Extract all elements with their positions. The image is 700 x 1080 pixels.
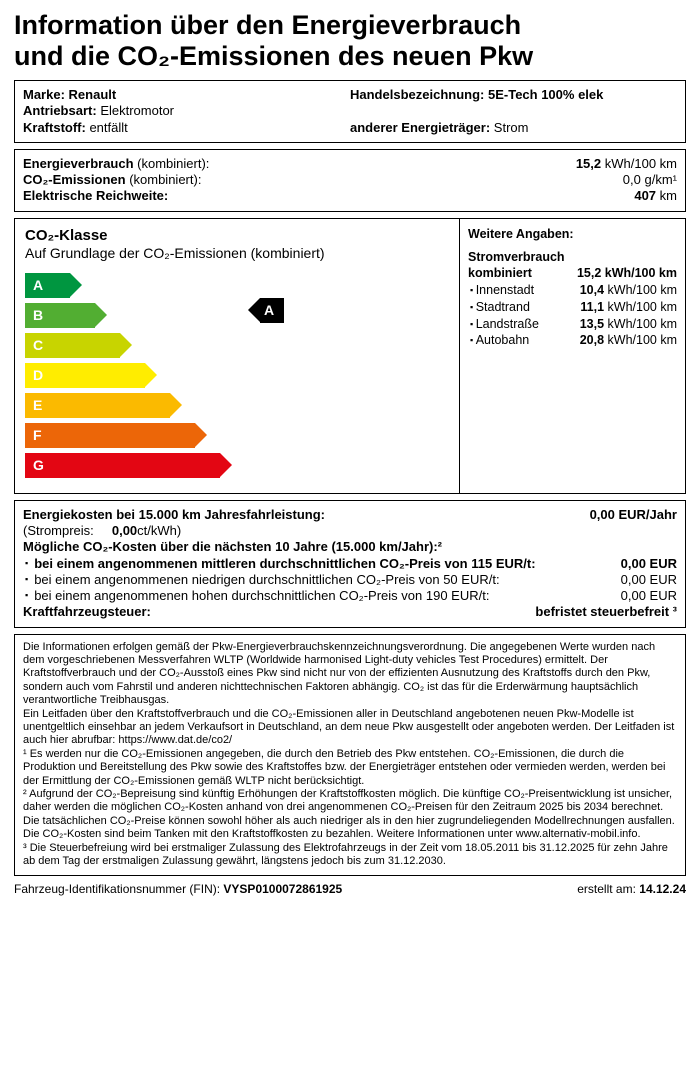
handels-value: 5E-Tech 100% elek [488, 87, 603, 102]
side-sub2: kombiniert 15,2 kWh/100 km [468, 266, 677, 282]
handels-label: Handelsbezeichnung: [350, 87, 484, 102]
fin-label: Fahrzeug-Identifikationsnummer (FIN): [14, 882, 220, 896]
co2-price-item: bei einem angenommenen mittleren durchsc… [23, 556, 677, 572]
energy-cost-value: 0,00 EUR/Jahr [586, 507, 677, 523]
efficiency-arrow-row: G [25, 453, 449, 478]
fineprint-p5: ³ Die Steuerbefreiung wird bei erstmalig… [23, 842, 677, 869]
efficiency-arrow-row: B [25, 303, 449, 328]
efficiency-arrow-e: E [25, 393, 170, 418]
side-sub1: Stromverbrauch [468, 250, 677, 266]
energy-cost-label: Energiekosten bei 15.000 km Jahresfahrle… [23, 507, 586, 523]
fineprint-p1: Die Informationen erfolgen gemäß der Pkw… [23, 641, 677, 708]
marke-label: Marke: [23, 87, 65, 102]
side-list-item: Autobahn20,8 kWh/100 km [468, 333, 677, 349]
vehicle-box: Marke: Renault Handelsbezeichnung: 5E-Te… [14, 80, 686, 143]
efficiency-arrow-row: F [25, 423, 449, 448]
efficiency-arrow-c: C [25, 333, 120, 358]
co2-class-box: CO₂-Klasse Auf Grundlage der CO₂-Emissio… [14, 218, 686, 494]
co2-note: (kombiniert): [126, 172, 202, 187]
co2-class-heading: CO₂-Klasse [25, 227, 449, 246]
fineprint-p2: Ein Leitfaden über den Kraftstoffverbrau… [23, 708, 677, 748]
date-value: 14.12.24 [639, 882, 686, 896]
side-heading: Weitere Angaben: [468, 227, 677, 243]
side-list: Innenstadt10,4 kWh/100 kmStadtrand11,1 k… [468, 283, 677, 349]
antrieb-label: Antriebsart: [23, 103, 97, 118]
date-label: erstellt am: [577, 882, 636, 896]
energie-value: Strom [494, 120, 529, 135]
reich-label: Elektrische Reichweite: [23, 188, 168, 203]
fineprint-box: Die Informationen erfolgen gemäß der Pkw… [14, 634, 686, 876]
fin-value: VYSP0100072861925 [223, 882, 342, 896]
side-list-item: Innenstadt10,4 kWh/100 km [468, 283, 677, 299]
efficiency-arrow-a: A [25, 273, 70, 298]
energie-label: anderer Energieträger: [350, 120, 490, 135]
co2-price-item: bei einem angenommenen hohen durchschnit… [23, 588, 677, 604]
kraftstoff-label: Kraftstoff: [23, 120, 86, 135]
efficiency-arrow-row: D [25, 363, 449, 388]
verbrauch-note: (kombiniert): [134, 156, 210, 171]
verbrauch-label: Energieverbrauch [23, 156, 134, 171]
reich-value: 407 km [634, 188, 677, 204]
marke-value: Renault [69, 87, 117, 102]
co2-price-list: bei einem angenommenen mittleren durchsc… [23, 556, 677, 605]
efficiency-arrow-row: E [25, 393, 449, 418]
efficiency-arrow-d: D [25, 363, 145, 388]
co2-class-side: Weitere Angaben: Stromverbrauch kombinie… [460, 219, 685, 493]
footer: Fahrzeug-Identifikationsnummer (FIN): VY… [14, 882, 686, 897]
side-list-item: Stadtrand11,1 kWh/100 km [468, 300, 677, 316]
tax-label: Kraftfahrzeugsteuer: [23, 604, 531, 620]
co2-class-sub: Auf Grundlage der CO₂-Emissionen (kombin… [25, 245, 449, 263]
title-line-1: Information über den Energieverbrauch [14, 10, 521, 40]
title-line-2: und die CO₂-Emissionen des neuen Pkw [14, 41, 533, 71]
fineprint-p3: ¹ Es werden nur die CO₂-Emissionen angeg… [23, 748, 677, 788]
efficiency-arrow-g: G [25, 453, 220, 478]
efficiency-arrow-b: B [25, 303, 95, 328]
co2-label: CO₂-Emissionen [23, 172, 126, 187]
co2-class-chart: CO₂-Klasse Auf Grundlage der CO₂-Emissio… [15, 219, 460, 493]
efficiency-arrow-f: F [25, 423, 195, 448]
consumption-box: Energieverbrauch (kombiniert): 15,2 kWh/… [14, 149, 686, 212]
efficiency-arrows: AA BCDEFG [25, 273, 449, 478]
antrieb-value: Elektromotor [100, 103, 174, 118]
efficiency-arrow-row: AA [25, 273, 449, 298]
page-title: Information über den Energieverbrauch un… [14, 10, 686, 72]
kraftstoff-value: entfällt [89, 120, 127, 135]
fineprint-p4: ² Aufgrund der CO₂-Bepreisung sind künft… [23, 788, 677, 842]
strompreis-line: (Strompreis: 0,00ct/kWh) [23, 523, 677, 539]
costs-box: Energiekosten bei 15.000 km Jahresfahrle… [14, 500, 686, 628]
co2-value: 0,0 g/km¹ [623, 172, 677, 188]
efficiency-arrow-row: C [25, 333, 449, 358]
co2-kosten-heading: Mögliche CO₂-Kosten über die nächsten 10… [23, 539, 677, 555]
side-list-item: Landstraße13,5 kWh/100 km [468, 317, 677, 333]
co2-price-item: bei einem angenommenen niedrigen durchsc… [23, 572, 677, 588]
verbrauch-value: 15,2 kWh/100 km [576, 156, 677, 172]
tax-value: befristet steuerbefreit ³ [531, 604, 677, 620]
